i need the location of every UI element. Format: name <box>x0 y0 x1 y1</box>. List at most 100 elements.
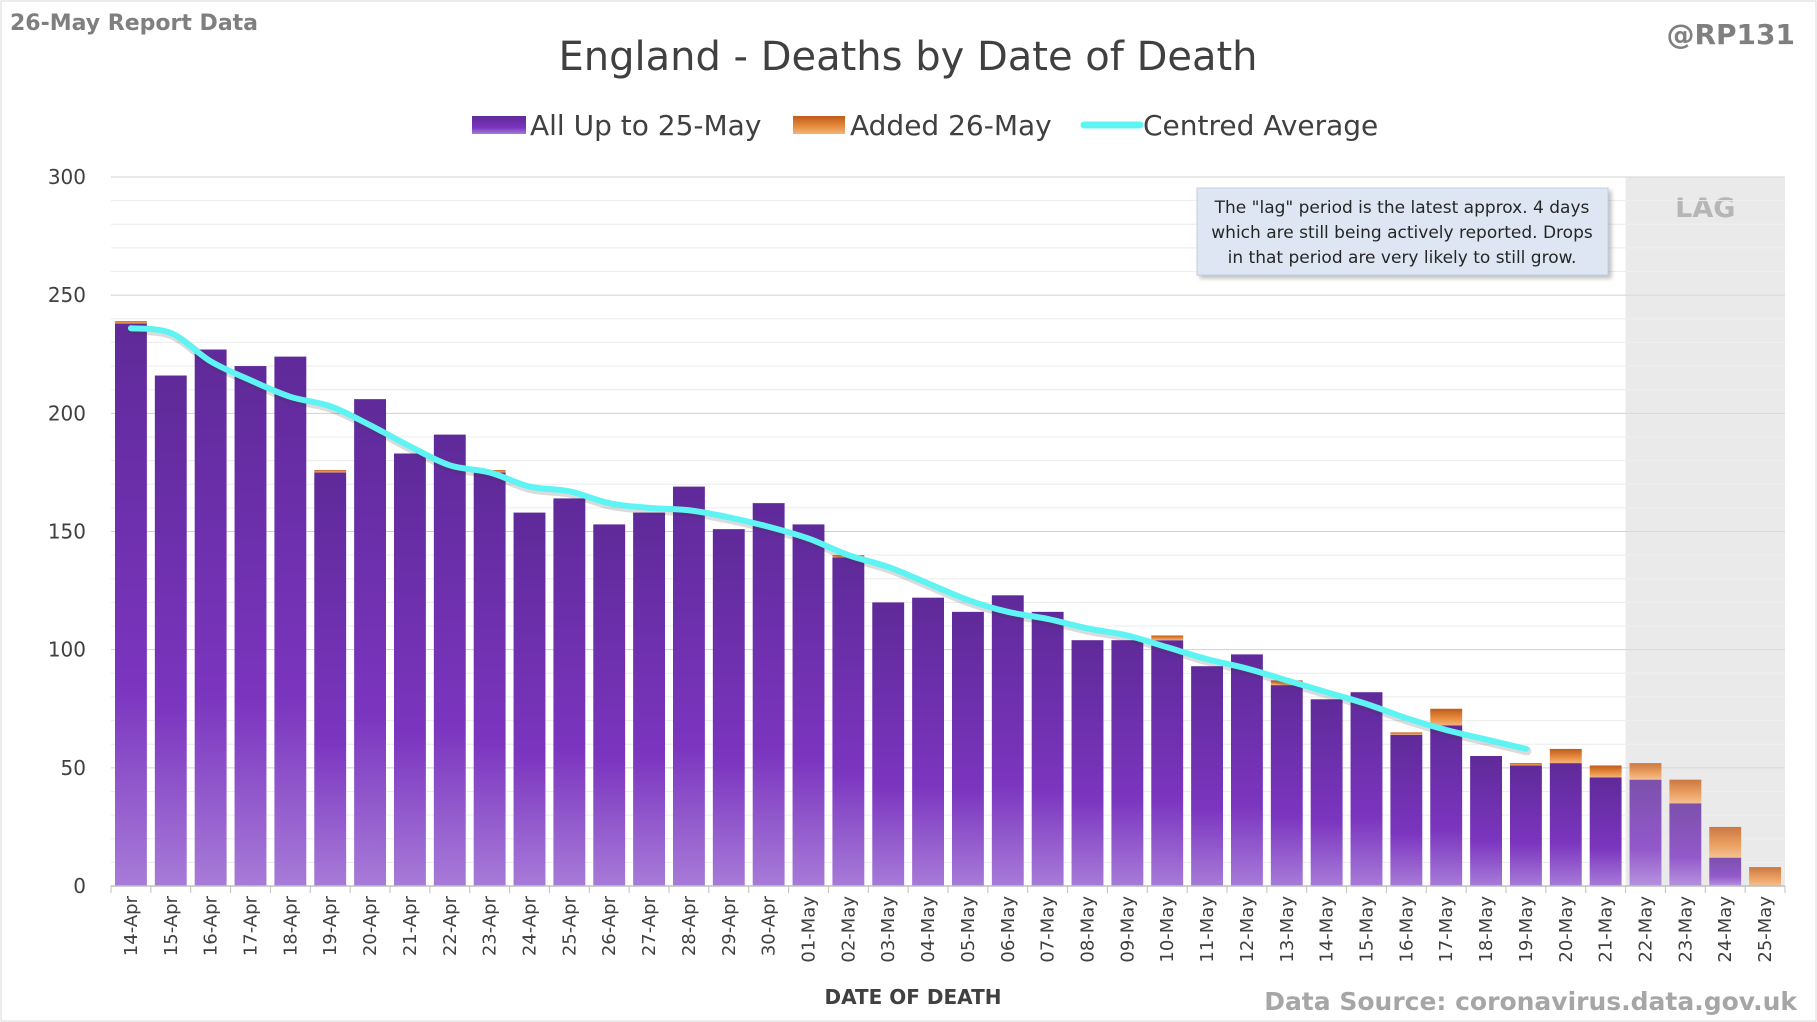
x-tick-label: 06-May <box>998 896 1019 963</box>
x-tick-label: 20-May <box>1556 896 1577 963</box>
bar-base <box>872 602 905 886</box>
bar-base <box>194 349 227 887</box>
bar-added <box>1629 763 1662 780</box>
bar-base <box>672 486 705 886</box>
lag-note: The "lag" period is the latest approx. 4… <box>1196 187 1609 276</box>
x-tick-label: 18-May <box>1476 896 1497 963</box>
bar-base <box>951 611 984 886</box>
bar-base <box>593 524 626 886</box>
x-tick-label: 16-Apr <box>201 895 222 956</box>
y-tick-label: 0 <box>73 874 86 898</box>
bar-base <box>1470 756 1503 886</box>
x-tick-label: 02-May <box>838 896 859 963</box>
x-tick-label: 22-May <box>1636 896 1657 963</box>
x-tick-label: 07-May <box>1038 896 1059 963</box>
bar-base <box>712 529 745 886</box>
bar-added <box>1749 867 1782 886</box>
legend-label-added: Added 26-May <box>850 109 1052 142</box>
legend-label-base: All Up to 25-May <box>530 109 761 142</box>
legend-item-all-up-to: All Up to 25-May <box>472 109 761 142</box>
x-tick-label: 01-May <box>799 896 820 963</box>
x-tick-label: 17-May <box>1436 896 1457 963</box>
y-tick-label: 250 <box>48 283 86 307</box>
x-tick-label: 18-Apr <box>280 895 301 956</box>
x-tick-label: 09-May <box>1117 896 1138 963</box>
bar-added <box>1669 779 1702 804</box>
x-axis-title: DATE OF DEATH <box>825 985 1002 1009</box>
bar-base <box>1509 765 1542 886</box>
bar-base <box>633 512 666 886</box>
y-tick-label: 150 <box>48 520 86 544</box>
legend-swatch-added <box>793 116 845 134</box>
x-tick-label: 13-May <box>1277 896 1298 963</box>
x-tick-label: 17-Apr <box>241 895 262 956</box>
bar-added <box>1709 826 1742 858</box>
bar-base <box>154 375 187 886</box>
legend: All Up to 25-May Added 26-May Centred Av… <box>472 109 1378 142</box>
bar-added <box>1151 635 1184 641</box>
lag-note-line-1: The "lag" period is the latest approx. 4… <box>1214 198 1590 218</box>
y-tick-label: 50 <box>61 756 86 780</box>
lag-note-line-2: which are still being actively reported.… <box>1211 223 1593 243</box>
data-source: Data Source: coronavirus.data.gov.uk <box>1264 987 1798 1016</box>
report-label: 26-May Report Data <box>10 11 258 36</box>
x-tick-label: 08-May <box>1078 896 1099 963</box>
bar-base <box>1350 692 1383 886</box>
bar-added <box>1390 732 1423 735</box>
x-tick-label: 29-Apr <box>719 895 740 956</box>
x-tick-label: 16-May <box>1396 896 1417 963</box>
bar-added <box>114 321 147 324</box>
x-tick-label: 03-May <box>878 896 899 963</box>
x-tick-label: 15-May <box>1357 896 1378 963</box>
bar-base <box>1270 685 1303 886</box>
bar-base <box>1230 654 1263 886</box>
x-tick-label: 28-Apr <box>679 895 700 956</box>
x-tick-label: 12-May <box>1237 896 1258 963</box>
bar-base <box>991 595 1024 886</box>
x-tick-label: 25-Apr <box>559 895 580 956</box>
x-tick-label: 23-May <box>1675 896 1696 963</box>
x-tick-label: 20-Apr <box>360 895 381 956</box>
chart-title: England - Deaths by Date of Death <box>558 34 1257 80</box>
x-tick-label: 21-Apr <box>400 895 421 956</box>
bar-base <box>274 356 307 886</box>
x-tick-label: 25-May <box>1755 896 1776 963</box>
x-tick-label: 05-May <box>958 896 979 963</box>
x-tick-label: 14-Apr <box>121 895 142 956</box>
bar-base <box>1430 725 1463 886</box>
bar-added <box>1589 765 1622 778</box>
axes: 0 50 100 150 200 250 300 14-Apr 15-Apr 16-Apr 17-A… <box>48 165 1786 963</box>
bar-base <box>1669 803 1702 886</box>
bar-added <box>1549 748 1582 764</box>
bar-base <box>752 503 785 886</box>
bar-added <box>314 470 347 473</box>
bar-base <box>114 323 147 886</box>
average-line <box>127 325 1532 756</box>
x-tick-label: 24-Apr <box>520 895 541 956</box>
bars <box>114 177 1785 887</box>
bar-base <box>1191 666 1224 886</box>
bar-base <box>912 597 945 886</box>
bar-base <box>792 524 825 886</box>
x-tick-label: 15-Apr <box>161 895 182 956</box>
bar-base <box>1111 640 1144 886</box>
bar-base <box>1151 640 1184 886</box>
y-tick-label: 300 <box>48 165 86 189</box>
bar-base <box>832 557 865 886</box>
gridlines <box>111 176 1785 887</box>
x-tick-label: 23-Apr <box>480 895 501 956</box>
bar-base <box>473 472 506 886</box>
bar-base <box>1031 611 1064 886</box>
legend-swatch-base <box>472 116 526 134</box>
x-tick-label: 26-Apr <box>599 895 620 956</box>
lag-overlay <box>1625 177 1785 886</box>
legend-item-added: Added 26-May <box>793 109 1052 142</box>
x-tick-label: 14-May <box>1317 896 1338 963</box>
bar-base <box>1709 857 1742 886</box>
x-tick-label: 22-Apr <box>440 895 461 956</box>
x-tick-label: 30-Apr <box>759 895 780 956</box>
bar-base <box>1629 779 1662 886</box>
x-tick-label: 24-May <box>1715 896 1736 963</box>
x-tick-label: 10-May <box>1157 896 1178 963</box>
